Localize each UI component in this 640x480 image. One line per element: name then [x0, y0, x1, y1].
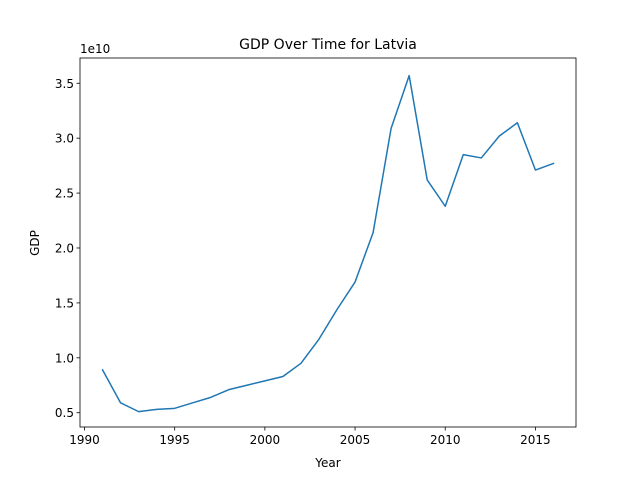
chart-title: GDP Over Time for Latvia [239, 37, 417, 53]
plot-area: 1990 1995 2000 2005 2010 2015 0.5 1.0 1.5 2.0 2.5 3… [55, 57, 577, 447]
y-axis-label: GDP [28, 230, 42, 256]
x-tick-label: 1995 [159, 433, 190, 447]
y-tick-label: 0.5 [55, 406, 74, 420]
y-tick-label: 1.0 [55, 351, 74, 365]
x-tick-label: 2005 [340, 433, 371, 447]
x-tick-label: 2010 [430, 433, 461, 447]
y-tick-label: 2.0 [55, 241, 74, 255]
y-tick-label: 3.0 [55, 132, 74, 146]
y-tick-label: 1.5 [55, 296, 74, 310]
axes-frame [79, 57, 577, 428]
x-tick-label: 2000 [250, 433, 281, 447]
y-tick-label: 3.5 [55, 77, 74, 91]
x-axis-label: Year [314, 456, 340, 470]
x-tick-label: 2015 [520, 433, 551, 447]
y-offset-label: 1e10 [80, 42, 110, 56]
y-tick-label: 2.5 [55, 187, 74, 201]
x-tick-label: 1990 [69, 433, 100, 447]
series-line-0 [101, 74, 555, 413]
